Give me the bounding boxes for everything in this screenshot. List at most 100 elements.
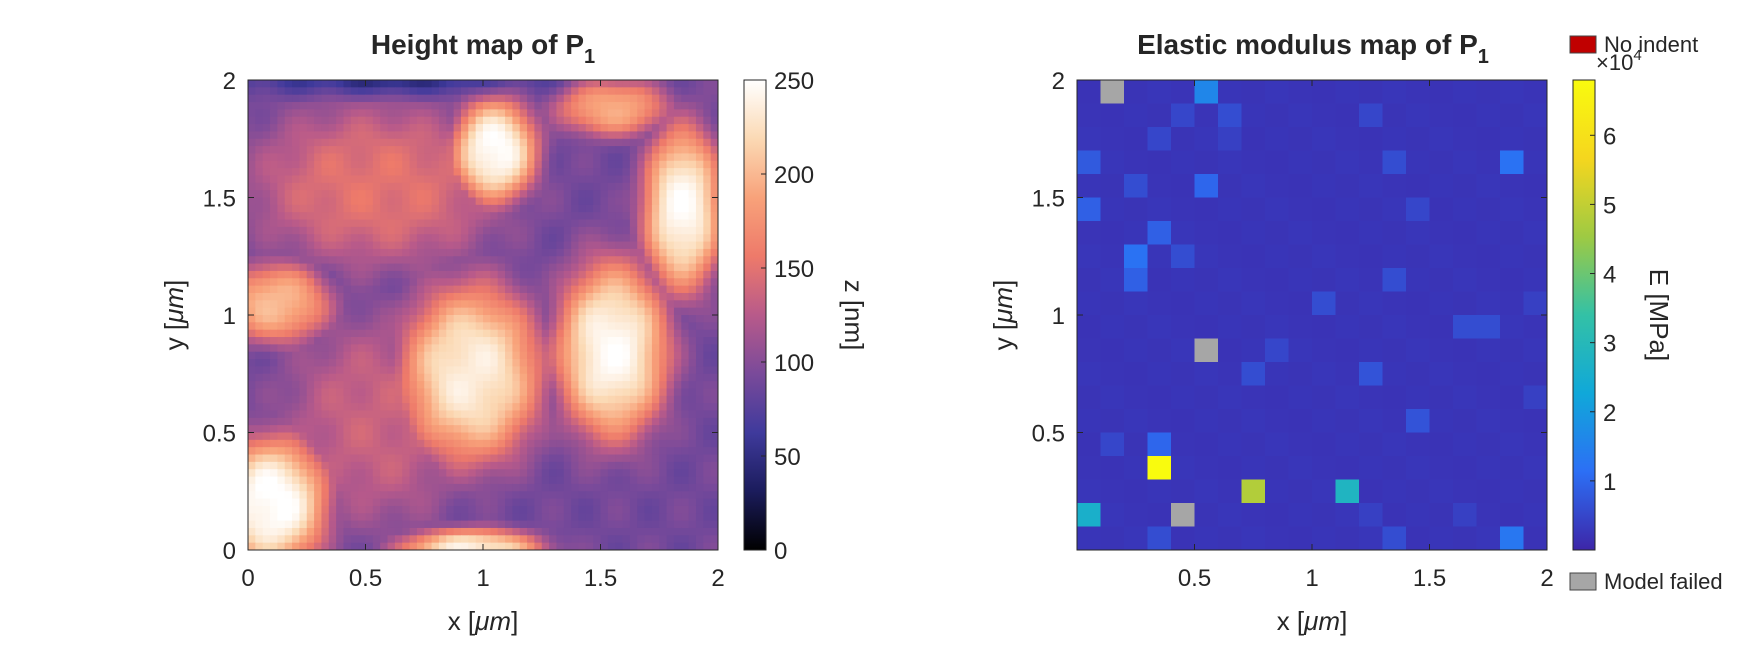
height-map-pixel — [615, 263, 624, 272]
height-map-pixel — [651, 285, 660, 294]
height-map-pixel — [534, 359, 543, 367]
height-map-pixel — [321, 322, 330, 331]
height-map-pixel — [688, 256, 697, 265]
height-map-pixel — [666, 219, 675, 228]
modulus-map-cell — [1476, 103, 1501, 128]
height-map-pixel — [394, 102, 403, 110]
height-map-pixel — [571, 469, 580, 478]
height-map-pixel — [695, 337, 704, 345]
height-map-pixel — [299, 160, 308, 169]
height-map-pixel — [343, 447, 352, 456]
height-map-pixel — [306, 513, 315, 522]
height-map-pixel — [416, 175, 425, 184]
modulus-map-cell — [1194, 315, 1219, 339]
height-map-pixel — [483, 373, 491, 382]
height-map-pixel — [460, 153, 469, 162]
height-map-pixel — [534, 212, 543, 221]
height-map-pixel — [358, 278, 367, 287]
modulus-map-cell — [1218, 503, 1242, 527]
height-map-pixel — [629, 447, 638, 456]
height-map-pixel — [637, 513, 646, 522]
height-map-pixel — [600, 535, 609, 544]
height-map-pixel — [314, 197, 323, 206]
modulus-map-cell — [1124, 127, 1148, 151]
height-map-pixel — [497, 351, 506, 360]
height-map-pixel — [270, 116, 278, 125]
height-map-pixel — [512, 87, 521, 96]
height-map-pixel — [453, 285, 462, 294]
height-map-pixel — [556, 410, 565, 419]
height-map-pixel — [336, 307, 345, 316]
modulus-map-cell — [1312, 221, 1336, 245]
height-map-pixel — [673, 102, 682, 110]
height-map-pixel — [585, 351, 594, 360]
height-map-pixel — [483, 102, 491, 110]
height-map-pixel — [321, 116, 330, 125]
height-map-pixel — [336, 212, 345, 221]
height-map-pixel — [248, 542, 256, 550]
height-map-pixel — [460, 542, 469, 550]
height-map-pixel — [651, 278, 660, 287]
height-map-pixel — [306, 146, 315, 155]
height-map-pixel — [556, 109, 565, 118]
height-map-pixel — [424, 344, 433, 353]
height-map-pixel — [387, 153, 396, 162]
height-map-pixel — [615, 146, 624, 155]
height-map-pixel — [651, 469, 660, 478]
height-map-pixel — [453, 300, 462, 309]
height-map-pixel — [350, 315, 359, 323]
height-map-pixel — [644, 395, 653, 404]
modulus-map-cell — [1500, 197, 1524, 222]
height-map-pixel — [387, 182, 396, 191]
height-map-pixel — [556, 454, 565, 463]
height-map-pixel — [571, 168, 580, 177]
height-map-pixel — [703, 278, 712, 287]
modulus-map-cell — [1335, 127, 1360, 151]
height-map-pixel — [284, 527, 293, 536]
height-map-pixel — [563, 80, 572, 88]
height-map-pixel — [336, 153, 345, 162]
height-map-pixel — [365, 454, 374, 463]
height-map-pixel — [343, 520, 352, 529]
height-map-pixel — [549, 234, 558, 243]
height-map-pixel — [563, 153, 572, 162]
height-map-pixel — [659, 138, 668, 147]
height-map-pixel — [365, 315, 374, 323]
height-map-pixel — [695, 403, 704, 412]
height-map-pixel — [600, 219, 609, 228]
height-map-pixel — [673, 505, 682, 514]
height-map-pixel — [563, 527, 572, 536]
height-map-pixel — [402, 542, 411, 550]
height-map-pixel — [666, 102, 675, 110]
height-map-pixel — [387, 241, 396, 250]
height-map-pixel — [695, 131, 704, 140]
height-map-pixel — [328, 366, 337, 375]
height-map-pixel — [703, 388, 712, 397]
height-map-pixel — [358, 256, 367, 265]
height-map-pixel — [446, 520, 455, 529]
height-map-pixel — [402, 138, 411, 147]
height-map-pixel — [314, 182, 323, 191]
height-map-pixel — [358, 491, 367, 500]
height-map-pixel — [380, 212, 389, 221]
height-map-pixel — [387, 248, 396, 257]
height-map-pixel — [644, 94, 653, 103]
height-map-pixel — [519, 285, 528, 294]
height-map-pixel — [284, 138, 293, 147]
height-map-pixel — [497, 219, 506, 228]
height-map-pixel — [497, 439, 506, 448]
height-map-pixel — [358, 197, 367, 206]
height-map-pixel — [292, 403, 300, 412]
height-map-pixel — [629, 366, 638, 375]
height-map-pixel — [255, 138, 264, 147]
modulus-map-cell — [1077, 150, 1101, 175]
height-map-pixel — [380, 322, 389, 331]
height-map-pixel — [380, 80, 389, 88]
height-map-pixel — [534, 219, 543, 228]
height-map-pixel — [483, 513, 491, 522]
height-map-pixel — [438, 395, 447, 404]
height-map-pixel — [365, 182, 374, 191]
height-map-pixel — [497, 315, 506, 323]
height-map-pixel — [659, 80, 668, 88]
height-map-pixel — [270, 124, 278, 132]
